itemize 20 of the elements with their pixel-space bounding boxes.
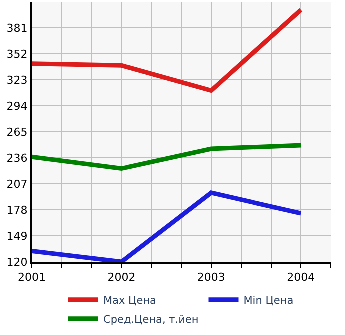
- x-tick-label: 2003: [197, 271, 226, 284]
- y-tick-label: 323: [6, 74, 28, 87]
- y-tick-label: 352: [6, 48, 28, 61]
- x-tick-label: 2001: [18, 271, 46, 284]
- y-tick-label: 120: [6, 256, 28, 269]
- y-tick-label: 149: [6, 230, 28, 243]
- y-tick-label: 236: [6, 152, 28, 165]
- y-tick-label: 207: [6, 178, 28, 191]
- line-series: [32, 143, 304, 172]
- y-tick-label: 381: [6, 22, 28, 35]
- line-series: [32, 190, 304, 262]
- legend-label: Min Цена: [244, 294, 294, 307]
- line-series: [32, 8, 304, 94]
- x-tick-label: 2004: [287, 271, 316, 284]
- y-tick-label: 294: [6, 100, 28, 113]
- legend-label: Max Цена: [104, 294, 156, 307]
- x-tick-label: 2002: [108, 271, 136, 284]
- legend-label: Сред.Цена, т.йен: [104, 314, 199, 326]
- y-tick-label: 265: [6, 126, 28, 139]
- y-tick-label: 178: [6, 204, 28, 217]
